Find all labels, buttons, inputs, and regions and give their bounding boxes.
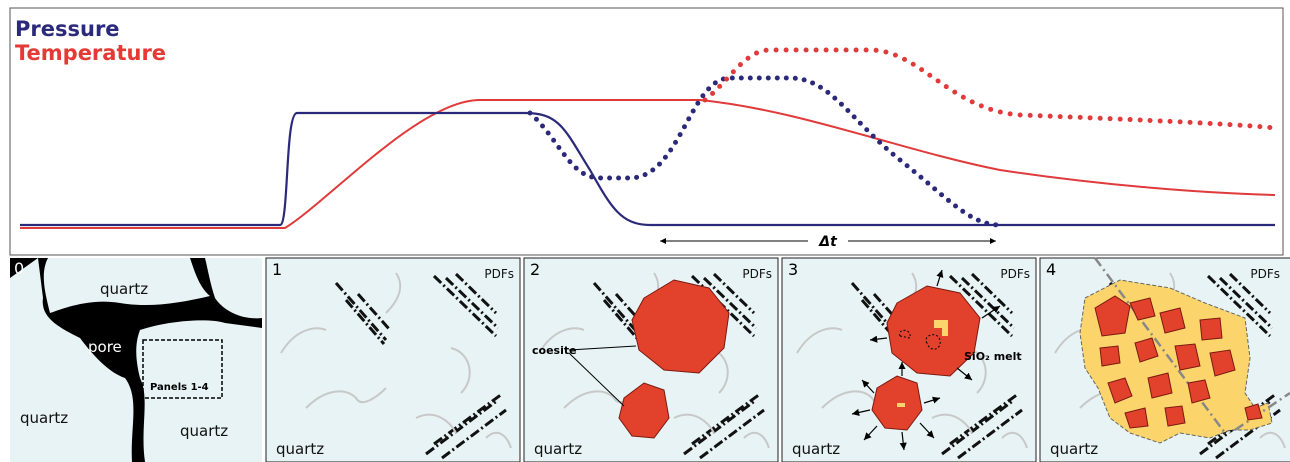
panel-label: quartz: [534, 440, 582, 458]
panel-label: quartz: [792, 440, 840, 458]
shape-path: [1200, 318, 1222, 340]
panel-label: SiO₂ melt: [964, 350, 1022, 363]
panel-label: PDFs: [484, 267, 514, 281]
panel-1: 1 PDFs quartz: [266, 258, 520, 462]
panel-number: 1: [272, 260, 282, 279]
shape-rect: [942, 320, 948, 336]
panel-3: 3 PDFs SiO₂ melt quartz: [782, 258, 1036, 462]
panel-4: 4 PDFs quartz: [1040, 258, 1290, 462]
panel-label: PDFs: [1000, 267, 1030, 281]
shape-path: [1175, 344, 1200, 370]
panel-label: coesite: [532, 344, 577, 357]
shape-path: [1100, 346, 1120, 366]
panel-2: 2 PDFs coesite quartz: [524, 258, 778, 462]
panel-label: PDFs: [742, 267, 772, 281]
panel-number: 4: [1046, 260, 1056, 279]
panel-label: quartz: [180, 422, 228, 440]
panel-label: PDFs: [1250, 267, 1280, 281]
shape-rect: [897, 403, 905, 407]
panel-label: quartz: [100, 280, 148, 298]
shape-path: [1165, 406, 1185, 426]
panel-label: quartz: [1050, 440, 1098, 458]
panel-number: 0: [14, 259, 24, 278]
shape-path: [1148, 373, 1172, 398]
legend-temperature: Temperature: [15, 41, 166, 65]
panel-label: quartz: [276, 440, 324, 458]
shape-use: [266, 258, 520, 462]
legend-pressure: Pressure: [15, 17, 120, 41]
panel-label: pore: [88, 338, 122, 356]
shape-path: [1160, 308, 1185, 333]
panel-label: Panels 1-4: [150, 382, 209, 393]
panel-label: quartz: [20, 409, 68, 427]
panel-0: 0 quartz pore Panels 1-4 quartz quartz: [10, 258, 262, 462]
interval-label: Δt: [818, 234, 838, 250]
panel-number: 3: [788, 260, 798, 279]
timeline-frame: [10, 8, 1283, 255]
figure: Pressure Temperature Δt 0 quartz pore Pa…: [0, 0, 1290, 462]
panel-number: 2: [530, 260, 540, 279]
